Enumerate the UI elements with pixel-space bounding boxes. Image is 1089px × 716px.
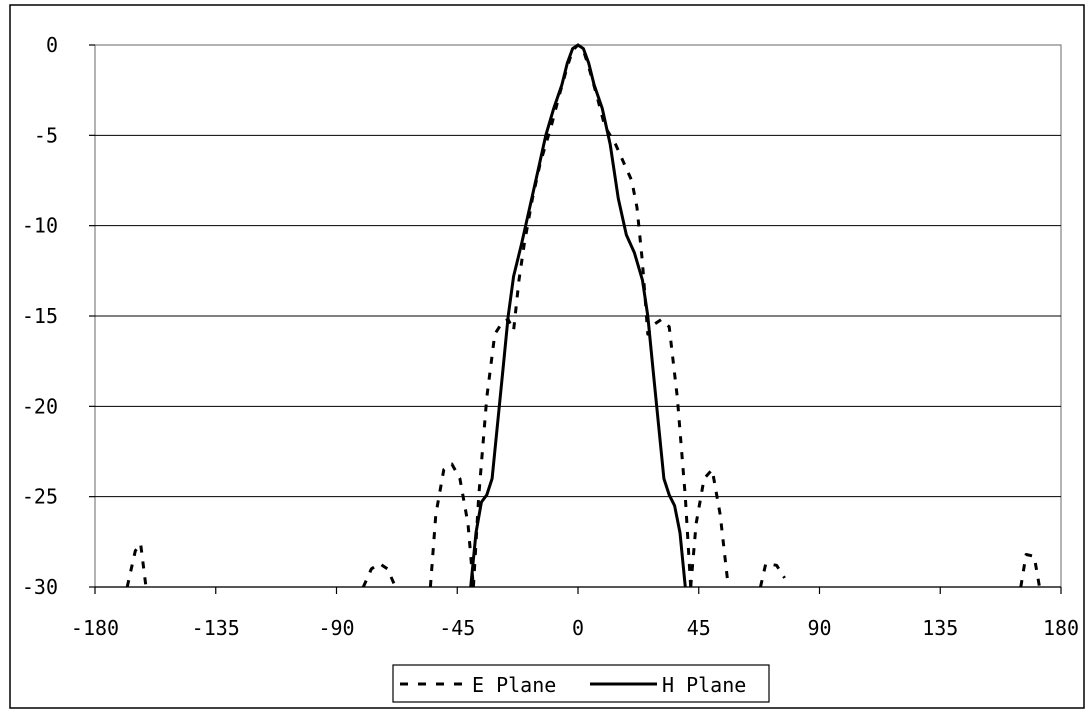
y-tick-label: -10	[22, 214, 58, 238]
x-tick-label: 90	[807, 616, 831, 640]
x-tick-label: -180	[71, 616, 119, 640]
x-tick-label: 135	[922, 616, 958, 640]
series-line-e-plane	[689, 468, 730, 588]
axes: 0 -5 -10 -15 -20 -25 -30 -180 -135 -90 -45 0 45 90 135…	[22, 33, 1079, 640]
legend-label-h-plane: H Plane	[662, 673, 746, 697]
y-tick-label: 0	[46, 33, 58, 57]
series-line-e-plane	[125, 542, 148, 588]
y-tick-label: -25	[22, 485, 58, 509]
series-h-plane	[469, 43, 687, 588]
y-tick-label: -30	[22, 575, 58, 599]
legend-box	[392, 664, 770, 703]
series-line-e-plane	[1019, 553, 1041, 588]
series-lines	[125, 43, 1041, 588]
y-tick-label: -5	[34, 123, 58, 147]
x-tick-label: -45	[439, 616, 475, 640]
x-tick-label: -90	[318, 616, 354, 640]
x-tick-label: 45	[687, 616, 711, 640]
x-tick-label: 0	[572, 616, 584, 640]
gridlines	[95, 134, 1061, 498]
y-tick-label: -15	[22, 304, 58, 328]
legend: E Plane H Plane	[392, 664, 770, 703]
x-tick-label: 180	[1043, 616, 1079, 640]
legend-label-e-plane: E Plane	[472, 673, 556, 697]
x-tick-label: -135	[192, 616, 240, 640]
y-tick-label: -20	[22, 394, 58, 418]
series-line-h-plane	[469, 43, 687, 588]
series-line-e-plane	[428, 462, 475, 588]
